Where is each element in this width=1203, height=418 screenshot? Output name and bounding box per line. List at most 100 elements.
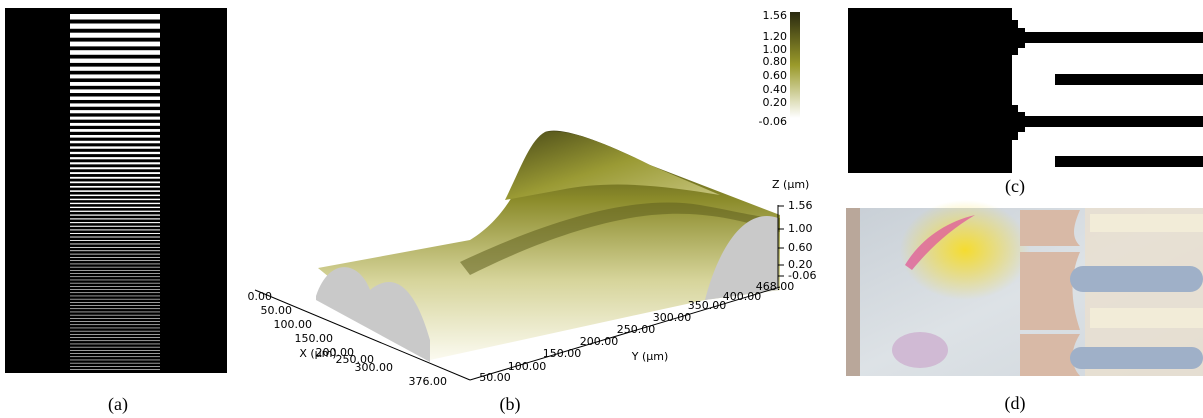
stripe [70, 190, 160, 192]
stripe [70, 292, 160, 294]
stripe [70, 366, 160, 367]
stripe [70, 194, 160, 197]
z-axis-label: Z (µm) [772, 178, 809, 191]
stripe [70, 289, 160, 290]
stripe [70, 41, 160, 47]
stripe [70, 74, 160, 79]
caption: (d) [1005, 393, 1026, 414]
side-section [705, 216, 778, 300]
stripe [70, 50, 160, 55]
y-tick-label: 150.00 [543, 347, 582, 360]
pad-lobe [1020, 252, 1080, 330]
stripe [70, 362, 160, 364]
panel-a: (a) [5, 8, 227, 415]
axis-texts: 1.561.201.000.800.600.400.20-0.061.561.0… [248, 9, 817, 388]
x-axis [254, 289, 471, 381]
stripe [70, 270, 160, 271]
stripe [70, 122, 160, 126]
caption: (a) [108, 394, 128, 415]
finger [1090, 214, 1203, 232]
x-tick-label: 376.00 [409, 375, 448, 388]
stripe [70, 218, 160, 220]
stripe [70, 334, 160, 335]
stripe [70, 162, 160, 165]
colorbar [790, 12, 800, 118]
stripe [70, 266, 160, 268]
front-section [316, 267, 430, 362]
finger [1055, 156, 1203, 167]
colorbar-tick-label: 0.20 [763, 96, 788, 109]
stripe [70, 279, 160, 281]
x-tick-label: 100.00 [274, 318, 313, 331]
z-tick-label: 1.56 [788, 199, 813, 212]
stripe [70, 337, 160, 338]
stripe [70, 210, 160, 212]
stripe [70, 243, 160, 245]
x-tick-label: 250.00 [336, 353, 375, 366]
stripe [70, 314, 160, 316]
stripe [70, 250, 160, 252]
stripe [70, 353, 160, 354]
x-tick-label: 150.00 [295, 332, 334, 345]
colorbar-tick-label: 1.56 [763, 9, 788, 22]
panel-d: (d) [846, 200, 1203, 414]
colorbar-tick-label: 0.80 [763, 55, 788, 68]
stripe [70, 229, 160, 231]
stripe [70, 157, 160, 160]
colorbar-tick-label: 1.20 [763, 30, 788, 43]
ridge [505, 131, 720, 200]
stripe [70, 185, 160, 188]
stripe [70, 214, 160, 216]
stripe [70, 198, 160, 201]
stripe [70, 66, 160, 71]
stripe [70, 327, 160, 329]
y-tick-label: 100.00 [508, 360, 547, 373]
stripe [70, 350, 160, 351]
stripe [70, 134, 160, 138]
y-tick-label: 250.00 [617, 323, 656, 336]
stripe [70, 14, 160, 20]
stripe [70, 324, 160, 326]
stripe [70, 89, 160, 94]
stripe [70, 356, 160, 358]
stripe [70, 236, 160, 238]
y-axis-label: Y (µm) [631, 350, 669, 363]
stripe [70, 340, 160, 342]
stripe [70, 282, 160, 284]
stripe [70, 181, 160, 184]
colorbar-tick-label: 0.40 [763, 83, 788, 96]
stripe [70, 302, 160, 303]
stripe [70, 246, 160, 248]
stripe [70, 286, 160, 287]
electrode-pad [848, 8, 1025, 173]
caption: (b) [500, 394, 521, 415]
stripe [70, 82, 160, 86]
stripe [70, 233, 160, 234]
y-tick-label: 468.00 [756, 280, 795, 293]
stripe [70, 257, 160, 258]
stripe [70, 32, 160, 38]
stripe [70, 308, 160, 310]
y-tick-label: 300.00 [653, 311, 692, 324]
colorbar-tick-label: -0.06 [759, 115, 787, 128]
finger [1055, 74, 1203, 85]
stripe [70, 167, 160, 170]
finger [1020, 116, 1203, 127]
stripe [70, 359, 160, 361]
y-axis [469, 286, 781, 381]
pad-lobe [1020, 334, 1080, 376]
groove [460, 202, 780, 275]
colorbar-tick-label: 0.60 [763, 69, 788, 82]
stripe [70, 321, 160, 322]
panel-c: (c) [848, 8, 1203, 197]
stripe [70, 151, 160, 155]
stripe [70, 206, 160, 209]
stripe [70, 343, 160, 345]
stripe [70, 305, 160, 306]
stripe [70, 311, 160, 313]
x-tick-label: 50.00 [261, 304, 293, 317]
stripe [70, 273, 160, 274]
stripe [70, 103, 160, 107]
stripe [70, 295, 160, 297]
